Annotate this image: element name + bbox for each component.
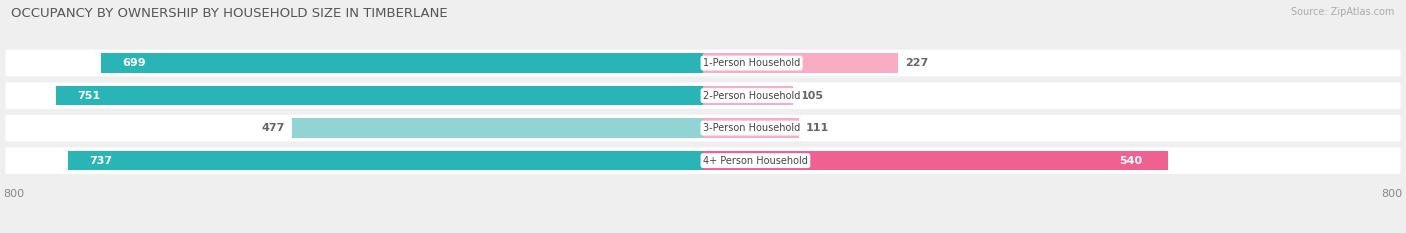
Text: 1-Person Household: 1-Person Household — [703, 58, 800, 68]
Text: 751: 751 — [77, 91, 101, 101]
Bar — [703, 53, 898, 73]
Bar — [703, 151, 1168, 170]
Bar — [703, 118, 799, 138]
Text: 477: 477 — [262, 123, 285, 133]
Text: 2-Person Household: 2-Person Household — [703, 91, 800, 101]
Bar — [703, 86, 793, 105]
Bar — [69, 151, 703, 170]
Text: OCCUPANCY BY OWNERSHIP BY HOUSEHOLD SIZE IN TIMBERLANE: OCCUPANCY BY OWNERSHIP BY HOUSEHOLD SIZE… — [11, 7, 449, 20]
Text: 111: 111 — [806, 123, 828, 133]
Text: 737: 737 — [90, 156, 112, 166]
Text: 105: 105 — [800, 91, 824, 101]
Bar — [101, 53, 703, 73]
Text: 699: 699 — [122, 58, 146, 68]
Text: 227: 227 — [905, 58, 928, 68]
Text: 3-Person Household: 3-Person Household — [703, 123, 800, 133]
FancyBboxPatch shape — [6, 147, 1400, 174]
FancyBboxPatch shape — [6, 115, 1400, 141]
FancyBboxPatch shape — [6, 82, 1400, 109]
Text: Source: ZipAtlas.com: Source: ZipAtlas.com — [1291, 7, 1395, 17]
Bar — [292, 118, 703, 138]
Text: 4+ Person Household: 4+ Person Household — [703, 156, 808, 166]
FancyBboxPatch shape — [6, 50, 1400, 76]
Bar — [56, 86, 703, 105]
Text: 540: 540 — [1119, 156, 1142, 166]
